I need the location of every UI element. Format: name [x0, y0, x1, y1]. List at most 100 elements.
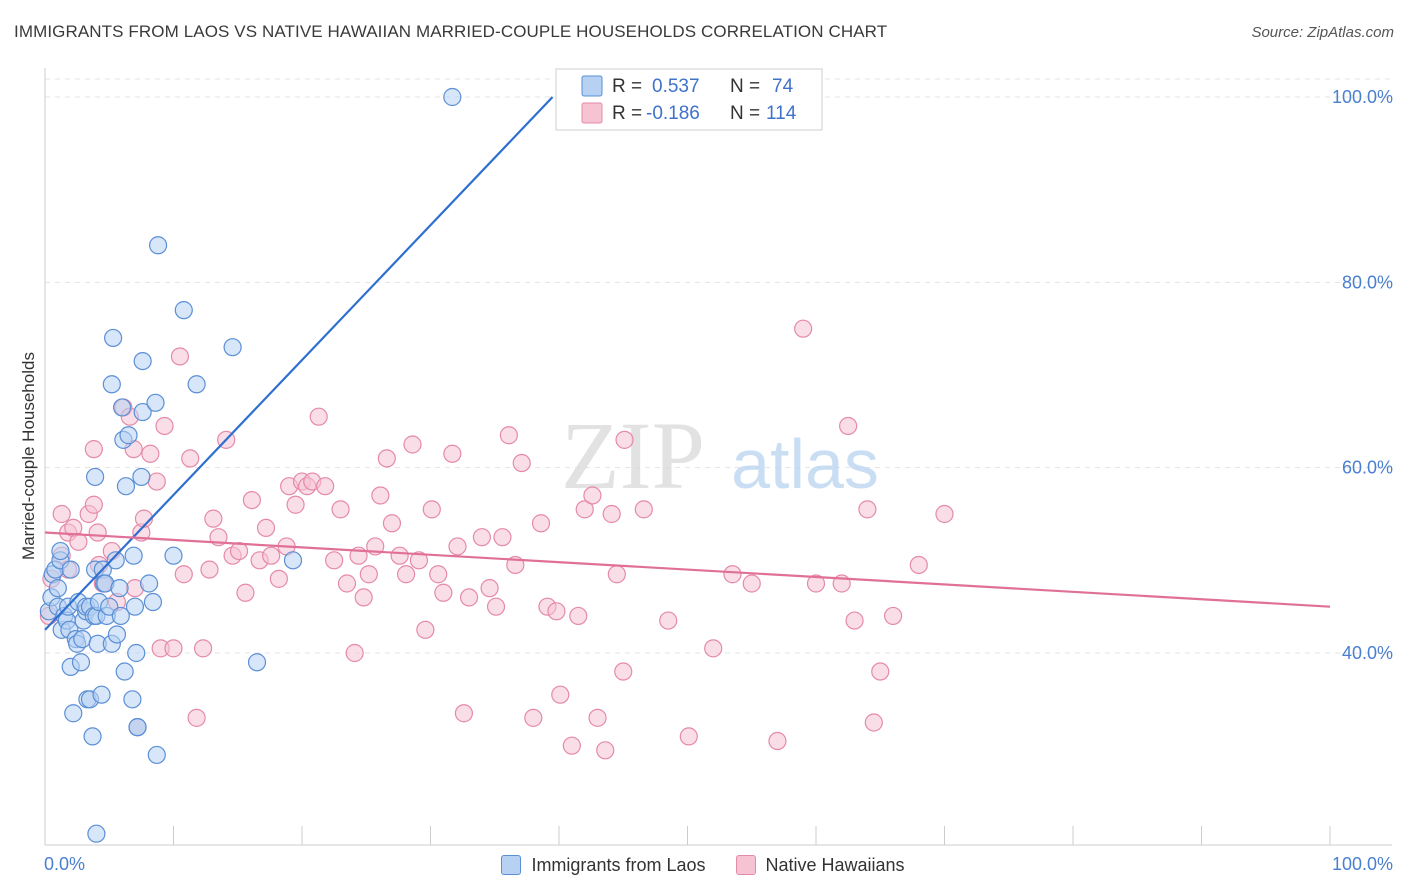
native-hawaiians-point — [723, 565, 742, 584]
native-hawaiians-point — [806, 574, 826, 593]
laos-point — [139, 574, 159, 593]
native-hawaiians-point — [883, 606, 903, 626]
laos-point — [112, 398, 132, 417]
native-hawaiians-point — [331, 500, 350, 519]
laos-point — [143, 592, 163, 612]
native-hawaiians-point — [242, 491, 261, 510]
laos-point — [61, 560, 80, 579]
native-hawaiians-point — [459, 588, 479, 607]
native-hawaiians-point — [742, 574, 761, 593]
native-hawaiians-point — [88, 523, 107, 542]
laos-point — [104, 328, 123, 348]
laos-point — [48, 579, 67, 598]
native-hawaiians-point — [371, 486, 390, 505]
native-hawaiians-point — [935, 504, 954, 524]
legend-r-value-2: -0.186 — [646, 103, 700, 124]
native-hawaiians-point — [575, 500, 594, 519]
chart-title: IMMIGRANTS FROM LAOS VS NATIVE HAWAIIAN … — [14, 22, 888, 41]
native-hawaiians-point — [512, 453, 531, 473]
x-tick-label-min: 0.0% — [44, 854, 85, 874]
y-tick-label: 80.0% — [1342, 272, 1393, 292]
y-tick-label: 60.0% — [1342, 458, 1393, 478]
laos-point — [115, 662, 134, 681]
native-hawaiians-point — [583, 486, 602, 505]
native-hawaiians-point — [170, 347, 190, 366]
laos-point — [133, 352, 152, 371]
legend-item-hawaiians[interactable]: Native Hawaiians — [735, 854, 905, 876]
laos-point — [164, 546, 183, 565]
laos-point — [110, 579, 129, 598]
axes — [44, 68, 1392, 846]
native-hawaiians-point — [659, 611, 678, 630]
legend-item-laos[interactable]: Immigrants from Laos — [501, 854, 706, 876]
native-hawaiians-point — [845, 611, 864, 630]
legend-n-label-2: N = — [730, 103, 760, 124]
laos-point — [87, 824, 106, 843]
laos-point — [51, 541, 70, 561]
native-hawaiians-point — [390, 546, 409, 565]
hawaiians-trend-line — [44, 531, 1331, 608]
laos-points — [39, 87, 462, 843]
native-hawaiians-point — [422, 500, 441, 519]
laos-point — [133, 402, 152, 422]
native-hawaiians-point — [337, 574, 357, 593]
watermark-zip: ZIP — [561, 402, 705, 509]
native-hawaiians-point — [472, 528, 491, 547]
native-hawaiians-point — [596, 741, 615, 760]
native-hawaiians-point — [69, 532, 88, 551]
native-hawaiians-point — [396, 565, 416, 584]
laos-point — [123, 690, 142, 709]
y-tick-label: 40.0% — [1342, 643, 1393, 663]
native-hawaiians-point — [345, 643, 364, 663]
native-hawaiians-point — [354, 588, 373, 607]
laos-point — [64, 704, 83, 723]
laos-point — [83, 727, 102, 746]
native-hawaiians-point — [147, 472, 166, 491]
laos-point — [73, 629, 92, 649]
native-hawaiians-point — [325, 551, 344, 570]
native-hawaiians-point — [602, 504, 621, 524]
native-hawaiians-point — [607, 565, 626, 584]
y-axis-label: Married-couple Households — [19, 352, 38, 560]
laos-point — [148, 236, 168, 255]
watermark-atlas: atlas — [731, 425, 879, 503]
native-hawaiians-point — [52, 504, 71, 524]
legend-n-value-2: 114 — [766, 103, 797, 124]
x-tick-label-max: 100.0% — [1332, 854, 1393, 874]
native-hawaiians-point — [448, 537, 467, 556]
stats-legend: R = 0.537 N = 74 R = -0.186 N = 114 — [555, 68, 823, 131]
native-hawaiians-point — [359, 565, 378, 584]
native-hawaiians-point — [409, 551, 429, 570]
laos-point — [443, 87, 462, 107]
native-hawaiians-point — [480, 579, 499, 598]
legend-label-laos: Immigrants from Laos — [531, 854, 706, 875]
laos-point — [127, 643, 146, 663]
native-hawaiians-point — [679, 727, 698, 746]
native-hawaiians-point — [403, 435, 422, 454]
laos-point — [111, 606, 130, 626]
legend-swatch-blue — [581, 75, 603, 97]
native-hawaiians-point — [256, 518, 276, 538]
native-hawaiians-point — [588, 708, 607, 727]
legend-swatch-pink — [581, 102, 603, 124]
y-tick-label: 100.0% — [1332, 87, 1393, 107]
trend-lines — [44, 96, 1331, 631]
laos-point — [132, 467, 151, 487]
laos-point — [128, 718, 147, 737]
native-hawaiians-point — [858, 500, 877, 519]
legend-label-hawaiians: Native Hawaiians — [765, 854, 905, 875]
laos-point — [124, 546, 143, 565]
laos-point — [247, 653, 267, 672]
native-hawaiians-point — [181, 449, 200, 468]
laos-swatch — [501, 855, 522, 875]
native-hawaiians-point — [204, 509, 223, 528]
tick-labels: 40.0% 60.0% 80.0% 100.0% 0.0% 100.0% — [44, 87, 1393, 874]
laos-point — [174, 301, 193, 320]
native-hawaiians-point — [569, 606, 588, 626]
native-hawaiians-point — [909, 555, 928, 575]
laos-point — [125, 597, 145, 616]
legend-r-value-1: 0.537 — [652, 76, 700, 97]
native-hawaiians-point — [531, 514, 551, 533]
native-hawaiians-point — [547, 602, 566, 621]
